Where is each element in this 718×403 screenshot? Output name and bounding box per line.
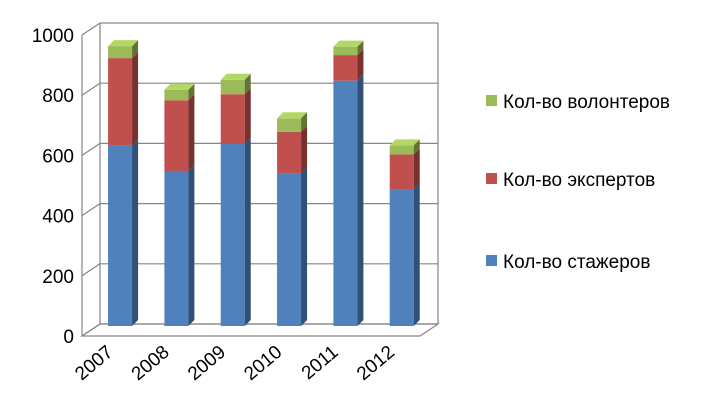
bar-segment <box>164 170 189 326</box>
bar-segment <box>333 46 358 56</box>
bar-segment-top <box>164 83 195 90</box>
bar-segment <box>389 145 414 155</box>
bar-segment-side <box>357 74 364 326</box>
bar-segment-side <box>413 183 420 326</box>
bar-segment-side <box>188 164 195 326</box>
legend-swatch-experts <box>486 173 497 184</box>
legend-swatch-volunteers <box>486 95 497 106</box>
bar-segment <box>277 173 302 326</box>
x-tick-label: 2007 <box>71 342 117 385</box>
bar-segment-side <box>301 125 308 174</box>
bar-segment <box>108 145 133 326</box>
bar-segment <box>333 55 358 81</box>
bar-segment <box>164 89 189 101</box>
legend-label-experts: Кол-во экспертов <box>503 170 656 191</box>
x-tick-label: 2008 <box>128 342 174 385</box>
bar-segment <box>108 58 133 146</box>
bar-segment-side <box>188 94 195 171</box>
x-tick-label: 2009 <box>184 342 230 385</box>
bar-segment-side <box>357 40 364 56</box>
bar-segment-side <box>132 52 139 146</box>
x-tick-label: 2011 <box>298 342 343 384</box>
y-tick-label: 400 <box>42 207 74 228</box>
y-tick-label: 1000 <box>32 26 74 47</box>
bar-segment <box>333 80 358 326</box>
bar-segment-top <box>389 139 420 146</box>
bar-segment <box>220 79 245 95</box>
y-tick-label: 0 <box>63 327 74 348</box>
y-tick-label: 600 <box>42 146 74 167</box>
bar-segment-top <box>333 40 364 47</box>
x-tick-label: 2012 <box>353 342 399 385</box>
bar-segment <box>389 189 414 326</box>
bar-segment-top <box>277 112 308 119</box>
bar-segment-side <box>357 49 364 81</box>
bar-segment-side <box>132 40 139 59</box>
y-tick-label: 200 <box>42 267 74 288</box>
legend-item-volunteers: Кол-во волонтеров <box>486 88 708 118</box>
gridline-side <box>81 203 101 217</box>
gridline-side <box>81 142 101 156</box>
bar-segment-side <box>132 139 139 326</box>
gridline-side <box>81 22 101 36</box>
bar-segment-top <box>220 73 251 80</box>
gridline-side <box>81 82 101 96</box>
bar-segment-side <box>188 83 195 101</box>
legend-item-trainees: Кол-во стажеров <box>486 248 708 278</box>
bar-segment-side <box>244 137 251 326</box>
bar-segment <box>108 46 133 59</box>
bar-segment <box>220 94 245 144</box>
legend-swatch-trainees <box>486 255 497 266</box>
bar-segment-top <box>108 40 139 47</box>
legend-label-volunteers: Кол-во волонтеров <box>503 92 671 113</box>
y-tick-label: 800 <box>42 86 74 107</box>
bar-segment <box>277 118 302 132</box>
bar-segment-side <box>301 112 308 132</box>
floor <box>80 323 440 337</box>
bar-segment-side <box>413 148 420 190</box>
bar-segment-side <box>244 88 251 144</box>
legend-label-trainees: Кол-во стажеров <box>503 252 651 273</box>
bar-segment <box>164 100 189 171</box>
gridline-side <box>81 263 101 277</box>
x-tick-label: 2010 <box>240 342 286 385</box>
bar-segment-side <box>413 139 420 155</box>
bar-segment <box>220 143 245 326</box>
bar-segment-side <box>301 167 308 326</box>
bar-segment <box>277 131 302 174</box>
bar-segment-side <box>244 73 251 95</box>
bar-segment <box>389 154 414 190</box>
legend-item-experts: Кол-во экспертов <box>486 166 708 196</box>
